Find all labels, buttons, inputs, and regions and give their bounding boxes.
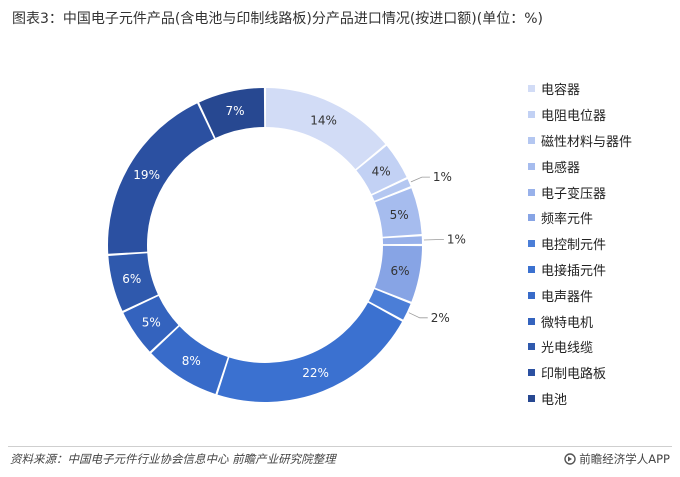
slice-value-label-9: 8% (182, 354, 201, 368)
legend-label-8: 电接插元件 (541, 263, 607, 279)
legend-swatch-11 (528, 343, 535, 351)
slice-value-label-10: 5% (142, 315, 161, 329)
slice-value-label-6: 6% (391, 264, 410, 278)
legend-swatch-10 (528, 317, 535, 325)
chart-title: 图表3：中国电子元件产品(含电池与印制线路板)分产品进口情况(按进口额)(单位：… (12, 11, 543, 27)
legend-item-3: 磁性材料与器件 (528, 128, 632, 154)
legend-swatch-12 (528, 369, 535, 377)
legend-label-12: 印制电路板 (541, 367, 607, 383)
leader-line-3 (410, 176, 430, 183)
slice-value-label-5: 1% (447, 233, 466, 247)
donut-slice-1 (265, 88, 386, 170)
slice-value-label-4: 5% (390, 208, 409, 222)
legend-label-6: 频率元件 (541, 212, 594, 228)
slice-value-label-3: 1% (433, 170, 452, 184)
legend-swatch-1 (528, 85, 535, 93)
legend-swatch-4 (528, 162, 535, 170)
legend-item-1: 电容器 (528, 76, 632, 102)
legend-swatch-3 (528, 136, 535, 144)
legend-label-10: 微特电机 (541, 315, 594, 331)
legend-label-1: 电容器 (541, 83, 581, 99)
brand-credit: 前瞻经济学人APP (564, 451, 670, 467)
legend-swatch-13 (528, 394, 535, 402)
legend-label-4: 电感器 (541, 160, 581, 176)
legend-item-13: 电池 (528, 386, 632, 412)
legend-label-9: 电声器件 (541, 289, 594, 305)
donut-slice-2 (356, 145, 407, 195)
legend-label-3: 磁性材料与器件 (541, 134, 633, 150)
footer-divider (8, 446, 672, 447)
legend-item-9: 电声器件 (528, 282, 632, 308)
donut-slice-10 (123, 295, 179, 352)
legend-swatch-7 (528, 240, 535, 248)
legend-label-2: 电阻电位器 (541, 109, 607, 125)
legend-item-5: 电子变压器 (528, 179, 632, 205)
legend-swatch-9 (528, 291, 535, 299)
legend-item-7: 电控制元件 (528, 231, 632, 257)
legend-swatch-8 (528, 265, 535, 273)
legend-item-10: 微特电机 (528, 308, 632, 334)
legend-item-4: 电感器 (528, 153, 632, 179)
chart-legend: 电容器电阻电位器磁性材料与器件 电感器电子变压器频率元件电控制元件电接插元件电声器… (528, 76, 632, 411)
legend-item-8: 电接插元件 (528, 257, 632, 283)
slice-value-label-12: 19% (133, 168, 160, 182)
slice-value-label-8: 22% (302, 366, 329, 380)
leader-line-7 (408, 312, 428, 319)
donut-slice-5 (382, 236, 422, 245)
donut-slice-7 (368, 289, 411, 320)
slice-value-label-7: 2% (431, 311, 450, 325)
slice-value-label-11: 6% (122, 272, 141, 286)
legend-item-12: 印制电路板 (528, 360, 632, 386)
donut-slice-6 (375, 245, 422, 302)
legend-label-7: 电控制元件 (541, 238, 607, 254)
donut-slice-11 (108, 253, 158, 311)
legend-swatch-2 (528, 111, 535, 119)
slice-value-label-1: 14% (310, 114, 337, 128)
brand-logo-icon (564, 453, 576, 465)
legend-swatch-5 (528, 188, 535, 196)
legend-label-11: 光电线缆 (541, 341, 594, 357)
source-note: 资料来源：中国电子元件行业协会信息中心 前瞻产业研究院整理 (10, 452, 336, 466)
legend-item-2: 电阻电位器 (528, 102, 632, 128)
legend-item-11: 光电线缆 (528, 334, 632, 360)
slice-value-label-13: 7% (225, 104, 244, 118)
legend-item-6: 频率元件 (528, 205, 632, 231)
donut-slice-8 (217, 302, 403, 402)
donut-slice-9 (151, 326, 228, 394)
brand-name: 前瞻经济学人APP (579, 452, 670, 466)
legend-label-5: 电子变压器 (541, 186, 607, 202)
legend-swatch-6 (528, 214, 535, 222)
slice-value-label-2: 4% (372, 164, 391, 178)
donut-slice-12 (108, 103, 215, 254)
donut-slice-3 (372, 179, 411, 201)
legend-label-13: 电池 (541, 392, 568, 408)
donut-slice-4 (375, 188, 422, 237)
donut-slice-13 (199, 88, 265, 138)
